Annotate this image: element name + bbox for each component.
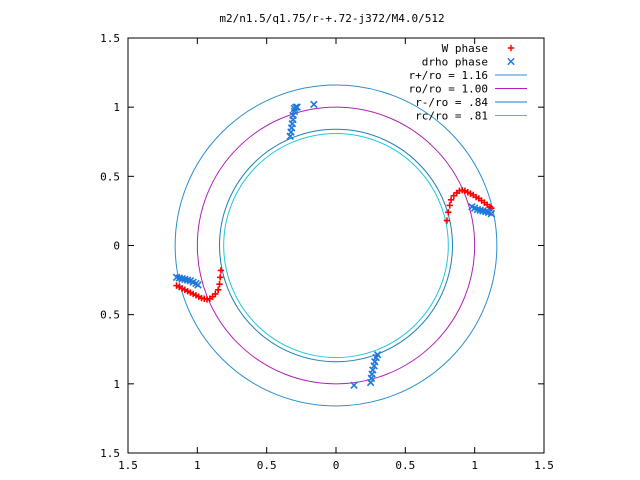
point-series-0 xyxy=(173,186,495,303)
data-point xyxy=(194,281,202,289)
x-tick-label: 1.5 xyxy=(118,459,138,472)
axis-ticks: 1.5 1 0.5 0 0.5 1 1.51.510.500.511.5 xyxy=(100,32,554,472)
data-point xyxy=(445,209,452,216)
x-tick-label: 0.5 xyxy=(257,459,277,472)
y-tick-label: 1.5 xyxy=(100,32,120,45)
data-point xyxy=(487,209,496,218)
legend-swatch xyxy=(507,57,515,66)
x-tick-label: 1 xyxy=(194,459,201,472)
data-point xyxy=(292,103,300,111)
data-point xyxy=(216,281,223,288)
data-point xyxy=(290,107,299,116)
legend-entry: rc/ro = .81 xyxy=(415,110,527,123)
y-tick-label: 0.5 xyxy=(100,170,120,183)
x-tick-label: 1 xyxy=(471,459,478,472)
legend-swatch xyxy=(507,44,515,52)
point-series-1 xyxy=(172,100,496,389)
data-point xyxy=(217,267,225,274)
legend-label: rc/ro = .81 xyxy=(415,110,488,123)
circle-series-5 xyxy=(223,132,449,359)
legend-label: W phase xyxy=(442,42,488,55)
data-point xyxy=(350,381,358,389)
y-tick-label: 1 xyxy=(113,101,120,114)
data-point xyxy=(173,282,180,289)
data-point xyxy=(368,366,377,374)
x-tick-label: 1.5 xyxy=(534,459,554,472)
legend-entry: drho phase xyxy=(422,56,515,69)
circle-series-3 xyxy=(196,106,476,385)
circle-series-4 xyxy=(219,128,453,363)
legend-label: r-/ro = .84 xyxy=(415,96,488,109)
x-tick-label: 0.5 xyxy=(395,459,415,472)
data-point xyxy=(293,103,301,111)
data-point xyxy=(289,111,297,120)
y-tick-label: 0.5 xyxy=(100,309,120,322)
x-tick-label: 0 xyxy=(333,459,340,472)
y-tick-label: 1.5 xyxy=(100,447,120,460)
data-layer xyxy=(172,84,498,407)
legend-entry: r+/ro = 1.16 xyxy=(409,69,527,82)
legend-label: r+/ro = 1.16 xyxy=(409,69,488,82)
y-tick-label: 0 xyxy=(113,240,120,253)
data-point xyxy=(447,196,455,204)
legend-label: ro/ro = 1.00 xyxy=(409,83,488,96)
data-point xyxy=(446,202,453,209)
circle-series-2 xyxy=(174,84,498,407)
y-tick-label: 1 xyxy=(113,378,120,391)
data-point xyxy=(214,286,222,293)
legend-entry: r-/ro = .84 xyxy=(415,96,527,109)
legend-entry: ro/ro = 1.00 xyxy=(409,83,527,96)
legend-label: drho phase xyxy=(422,56,488,69)
data-point xyxy=(310,100,318,109)
data-point xyxy=(443,217,451,224)
data-point xyxy=(373,351,382,359)
data-point xyxy=(371,357,379,366)
legend-entry: W phase xyxy=(442,42,515,55)
data-point xyxy=(217,274,224,281)
chart-title: m2/n1.5/q1.75/r-+.72-j372/M4.0/512 xyxy=(219,12,444,25)
